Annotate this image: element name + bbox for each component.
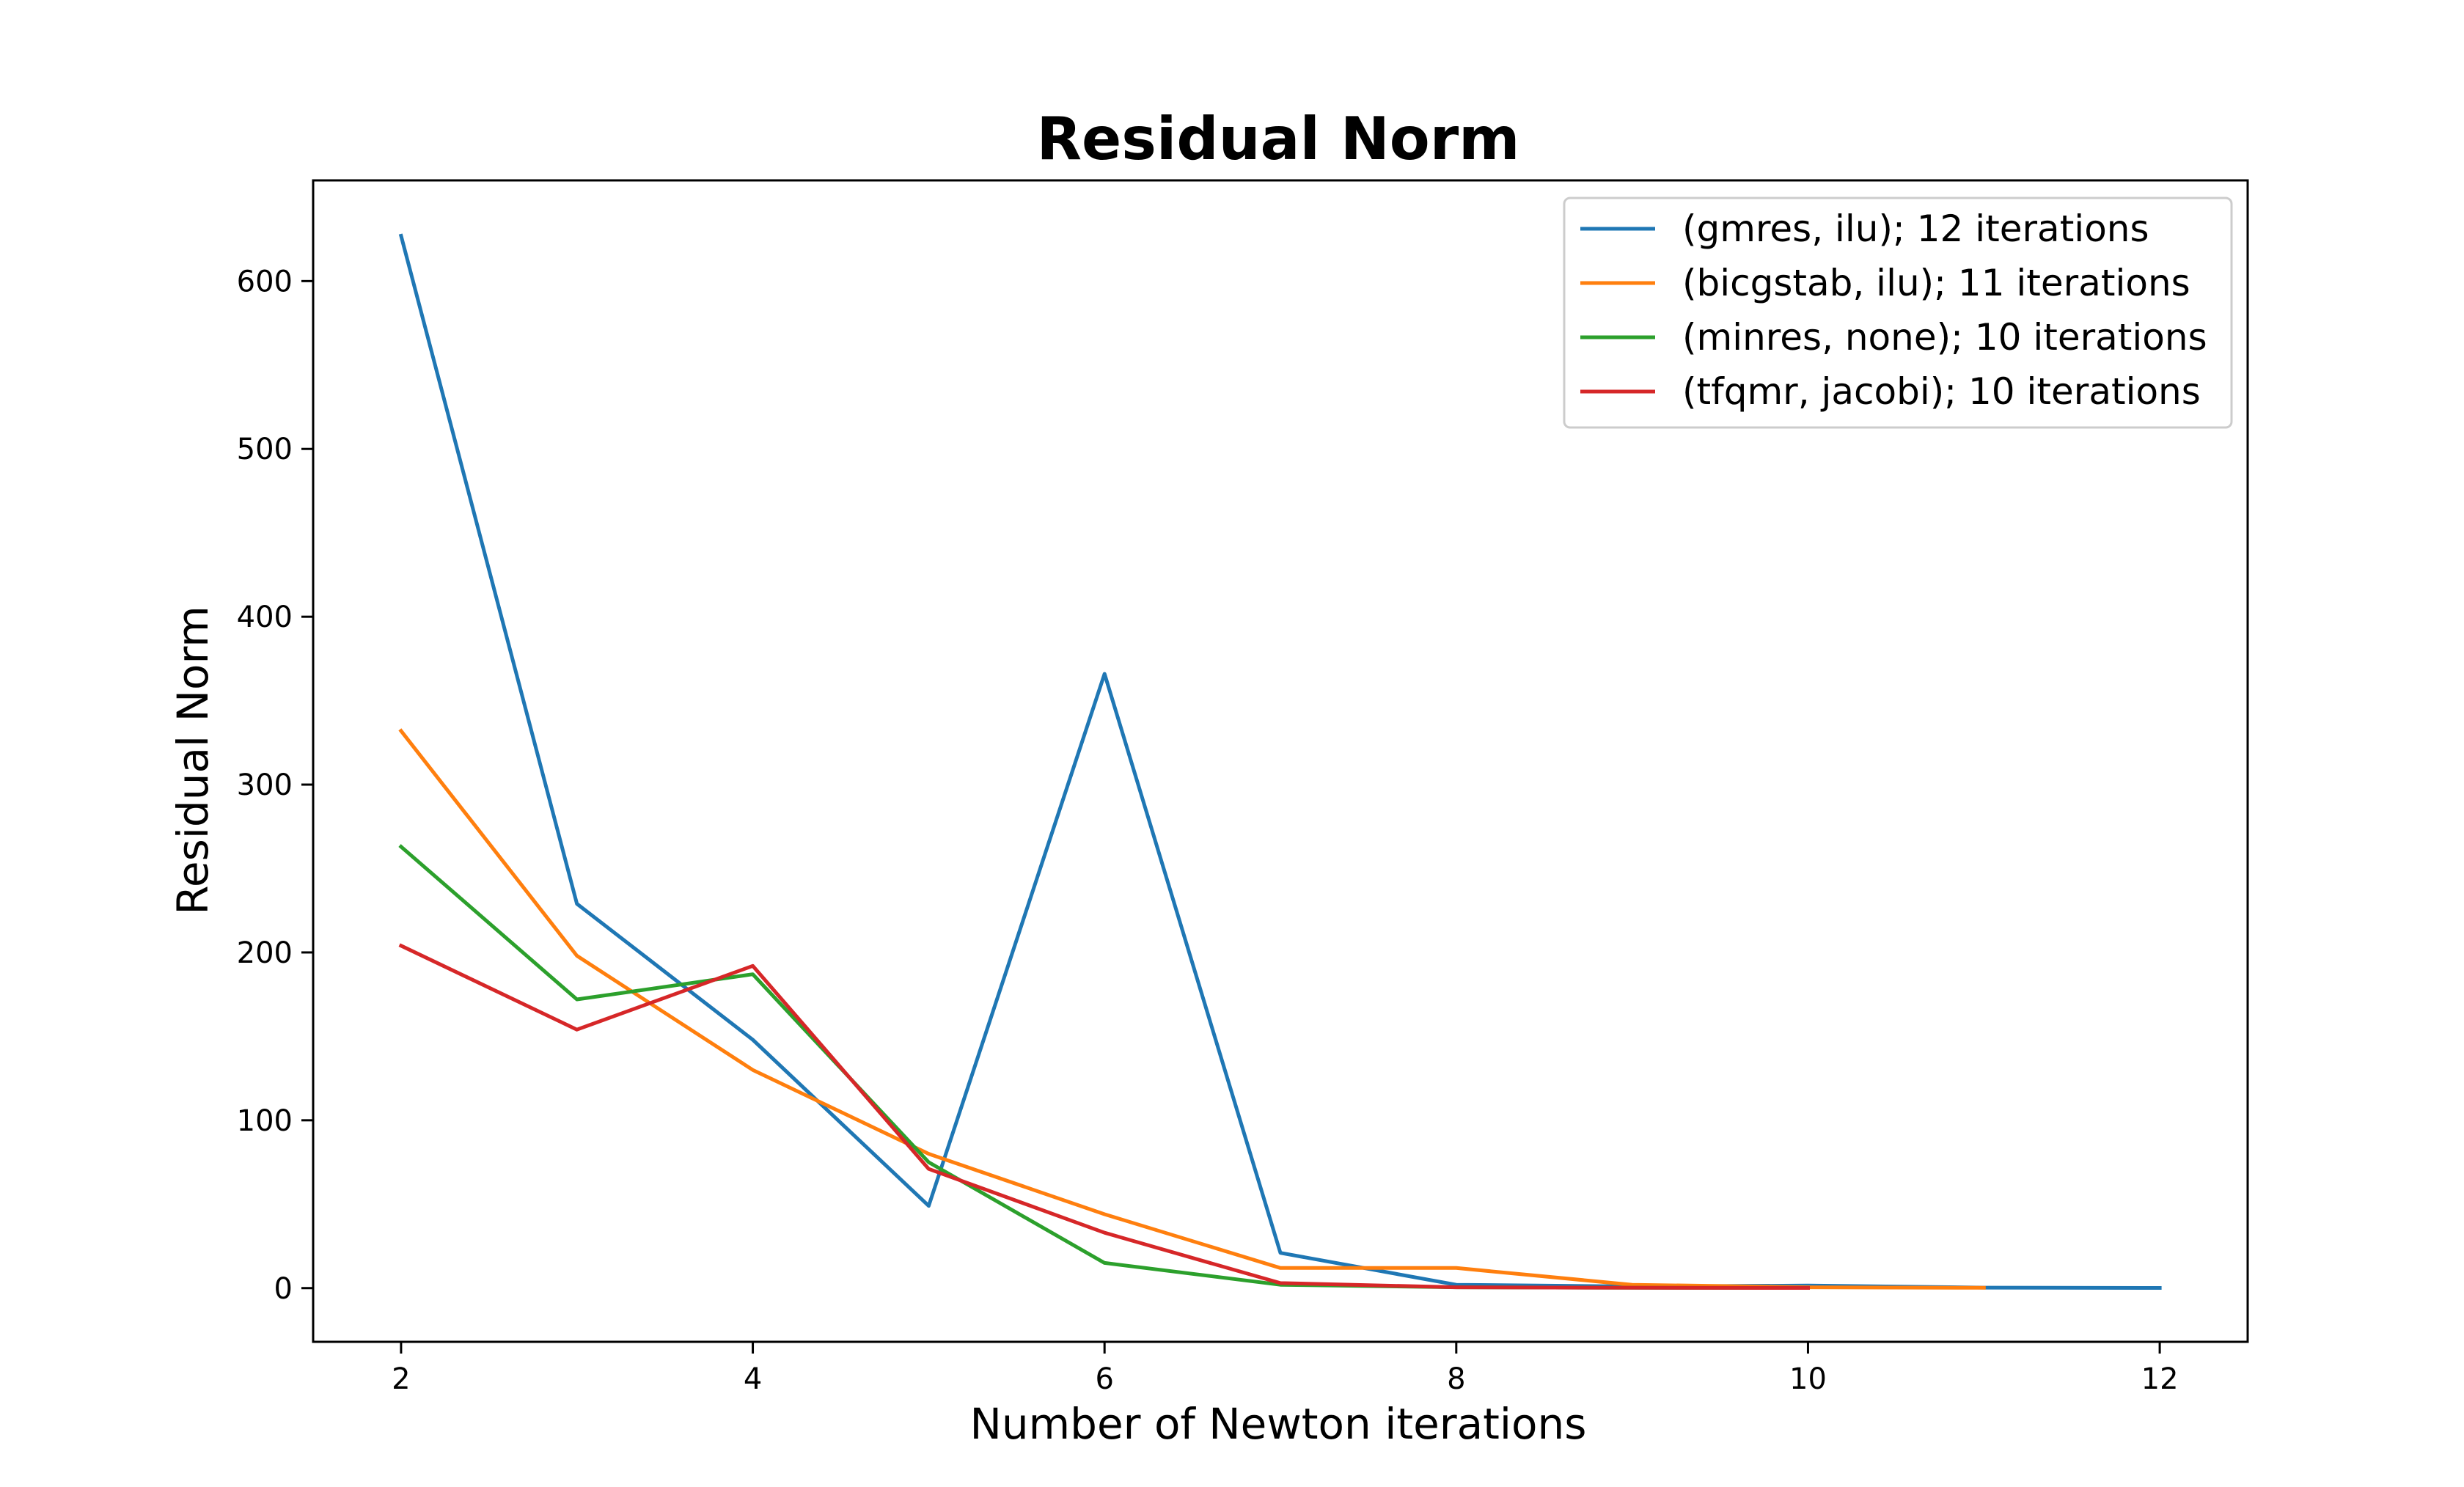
series-lines	[398, 233, 2162, 1290]
legend-label-1: (gmres, ilu); 12 iterations	[1682, 208, 2149, 250]
legend-label-2: (bicgstab, ilu); 11 iterations	[1682, 262, 2190, 304]
x-tick-label: 12	[2141, 1362, 2179, 1396]
x-tick-label: 6	[1095, 1362, 1113, 1396]
x-axis: 2 4 6 8 10 12	[392, 1342, 2179, 1396]
series-line-4	[398, 943, 1811, 1290]
x-tick-label: 8	[1447, 1362, 1465, 1396]
legend-label-3: (minres, none); 10 iterations	[1682, 316, 2207, 359]
legend: (gmres, ilu); 12 iterations (bicgstab, il…	[1563, 197, 2233, 429]
x-tick-label: 2	[392, 1362, 410, 1396]
y-tick-label: 500	[237, 433, 293, 466]
y-tick-label: 100	[237, 1104, 293, 1138]
x-tick-label: 4	[744, 1362, 762, 1396]
y-axis-label: Residual Norm	[168, 606, 218, 915]
y-tick-label: 200	[237, 936, 293, 970]
y-axis: 0 100 200 300 400 500 600	[237, 265, 313, 1306]
series-line-2	[398, 728, 1986, 1290]
x-axis-label: Number of Newton iterations	[970, 1399, 1587, 1449]
y-tick-label: 600	[237, 265, 293, 298]
y-tick-label: 400	[237, 601, 293, 634]
legend-label-4: (tfqmr, jacobi); 10 iterations	[1682, 370, 2201, 413]
y-tick-label: 0	[274, 1272, 293, 1306]
y-tick-label: 300	[237, 768, 293, 802]
chart-title: Residual Norm	[1036, 105, 1519, 173]
x-tick-label: 10	[1789, 1362, 1827, 1396]
legend-box	[1563, 197, 2233, 429]
